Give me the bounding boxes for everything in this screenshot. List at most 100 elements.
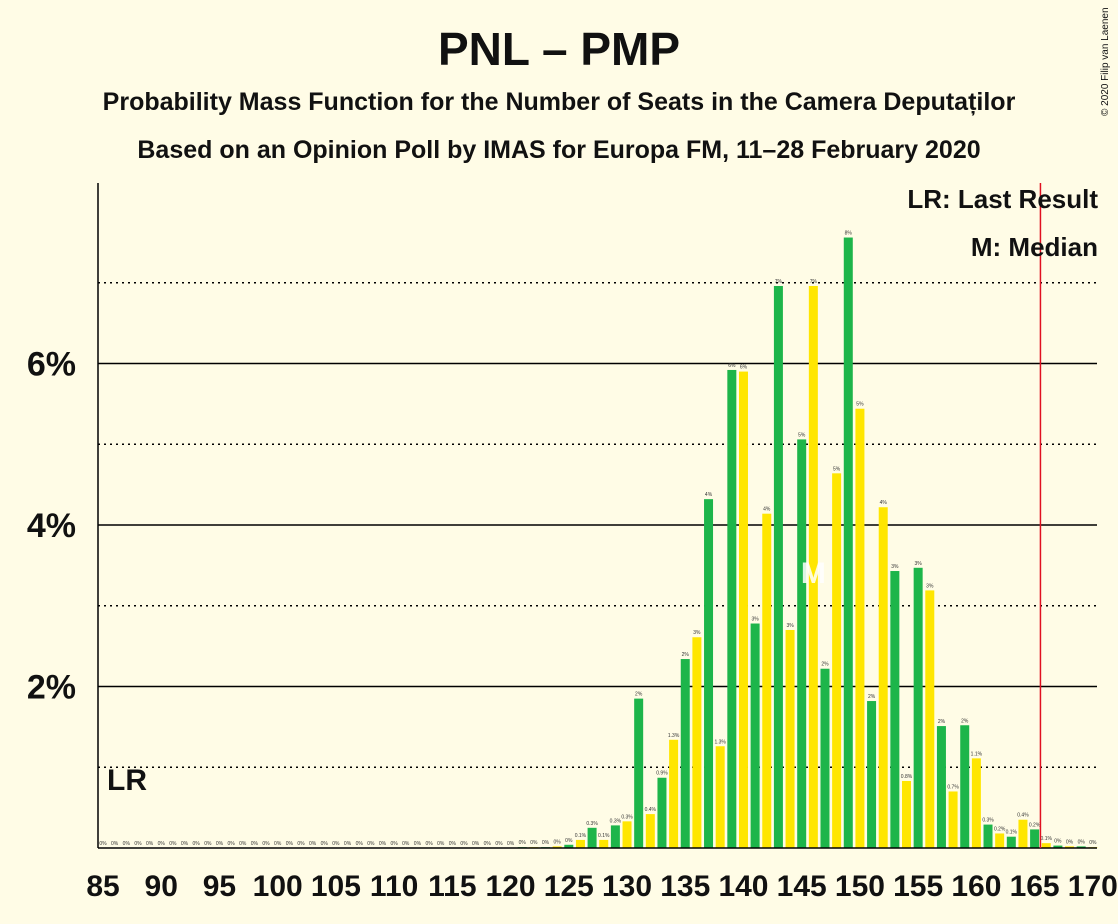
bar-label-166: 0.1% — [1041, 836, 1053, 842]
bar-label-162: 0.2% — [994, 826, 1006, 832]
bar-label-130: 0.3% — [621, 814, 633, 820]
bar-label-165: 0.2% — [1029, 822, 1041, 828]
bar-label-158: 0.7% — [947, 784, 959, 790]
median-marker-label: M — [801, 557, 826, 590]
bar-label-134: 1.3% — [668, 733, 680, 739]
bar-label-159: 2% — [961, 718, 969, 724]
bar-148 — [832, 473, 842, 848]
bar-label-111: 0% — [402, 841, 410, 847]
bar-140 — [738, 371, 748, 848]
bar-label-152: 4% — [880, 500, 888, 506]
bar-label-170: 0% — [1089, 840, 1097, 846]
x-tick-label: 155 — [893, 870, 943, 903]
bar-label-128: 0.1% — [598, 833, 610, 839]
bar-143 — [773, 285, 783, 849]
bar-label-133: 0.9% — [656, 771, 668, 777]
bar-label-113: 0% — [425, 841, 433, 847]
axes — [97, 183, 1097, 849]
bar-label-90: 0% — [158, 841, 166, 847]
bar-136 — [692, 637, 702, 848]
bar-164 — [1018, 819, 1028, 848]
bar-156 — [925, 590, 935, 848]
bar-label-125: 0% — [565, 838, 573, 844]
bar-152 — [878, 507, 888, 848]
bar-label-105: 0% — [332, 841, 340, 847]
x-tick-label: 95 — [203, 870, 236, 903]
bar-137 — [704, 499, 714, 848]
bar-label-98: 0% — [251, 841, 259, 847]
y-tick-label: 2% — [27, 669, 76, 707]
bar-label-145: 5% — [798, 432, 806, 438]
bar-159 — [960, 725, 970, 848]
bar-label-136: 3% — [693, 630, 701, 636]
bar-label-106: 0% — [344, 841, 352, 847]
bar-label-140: 6% — [740, 365, 748, 371]
legend-last-result: LR: Last Result — [907, 184, 1098, 214]
bar-label-150: 5% — [856, 402, 864, 408]
markers: LR M — [107, 183, 1042, 848]
bar-label-108: 0% — [367, 841, 375, 847]
bar-label-92: 0% — [181, 841, 189, 847]
bar-169 — [1076, 846, 1086, 848]
x-tick-label: 125 — [544, 870, 594, 903]
bar-130 — [622, 821, 632, 848]
bar-label-85: 0% — [99, 841, 107, 847]
bar-label-143: 7% — [775, 279, 783, 285]
bar-label-120: 0% — [507, 841, 515, 847]
x-tick-label: 85 — [86, 870, 119, 903]
bar-135 — [680, 659, 690, 848]
bar-label-160: 1.1% — [971, 751, 983, 757]
chart-title: PNL – PMP — [438, 23, 680, 75]
bar-label-169: 0% — [1078, 839, 1086, 845]
bar-label-112: 0% — [414, 841, 422, 847]
bar-131 — [634, 698, 644, 848]
bar-label-88: 0% — [134, 841, 142, 847]
bar-label-101: 0% — [286, 841, 294, 847]
bar-166 — [1041, 843, 1051, 848]
bar-160 — [971, 758, 981, 848]
bar-series — [517, 237, 1098, 849]
bar-label-91: 0% — [169, 841, 177, 847]
bar-label-126: 0.1% — [575, 833, 587, 839]
bar-label-149: 8% — [845, 231, 853, 237]
bar-label-139: 6% — [728, 363, 736, 369]
bar-label-119: 0% — [495, 841, 503, 847]
bar-label-93: 0% — [193, 841, 201, 847]
x-tick-label: 130 — [602, 870, 652, 903]
bar-label-141: 3% — [752, 617, 760, 623]
x-tick-label: 160 — [951, 870, 1001, 903]
bar-label-122: 0% — [530, 840, 538, 846]
bar-128 — [599, 839, 609, 848]
bar-label-110: 0% — [391, 841, 399, 847]
bar-168 — [1065, 846, 1075, 848]
legend-median: M: Median — [970, 232, 1098, 262]
bar-label-157: 2% — [938, 719, 946, 725]
x-tick-label: 115 — [428, 870, 476, 903]
bar-label-132: 0.4% — [645, 807, 657, 813]
bar-label-116: 0% — [460, 841, 468, 847]
bar-125 — [564, 844, 574, 848]
bar-label-156: 3% — [926, 583, 934, 589]
bar-155 — [913, 567, 923, 848]
bar-label-137: 4% — [705, 492, 713, 498]
bar-161 — [983, 824, 993, 848]
bar-149 — [843, 237, 853, 848]
bar-label-146: 7% — [810, 279, 818, 285]
bar-label-95: 0% — [216, 841, 224, 847]
bar-label-144: 3% — [786, 623, 794, 629]
bar-133 — [657, 777, 667, 848]
bar-label-104: 0% — [321, 841, 329, 847]
bar-139 — [727, 369, 737, 848]
bar-label-86: 0% — [111, 841, 119, 847]
bar-label-121: 0% — [519, 840, 527, 846]
bar-124 — [552, 846, 562, 848]
bar-label-96: 0% — [227, 841, 235, 847]
chart-subtitle-poll: Based on an Opinion Poll by IMAS for Eur… — [137, 136, 981, 164]
bar-158 — [948, 791, 958, 848]
y-tick-labels: 2% 4% 6% — [27, 346, 76, 707]
bar-label-138: 1.3% — [714, 739, 726, 745]
bar-165 — [1030, 829, 1040, 848]
bar-label-115: 0% — [449, 841, 457, 847]
gridlines — [98, 282, 1097, 768]
